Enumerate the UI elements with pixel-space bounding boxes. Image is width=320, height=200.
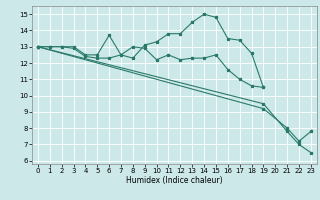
X-axis label: Humidex (Indice chaleur): Humidex (Indice chaleur) [126,176,223,185]
